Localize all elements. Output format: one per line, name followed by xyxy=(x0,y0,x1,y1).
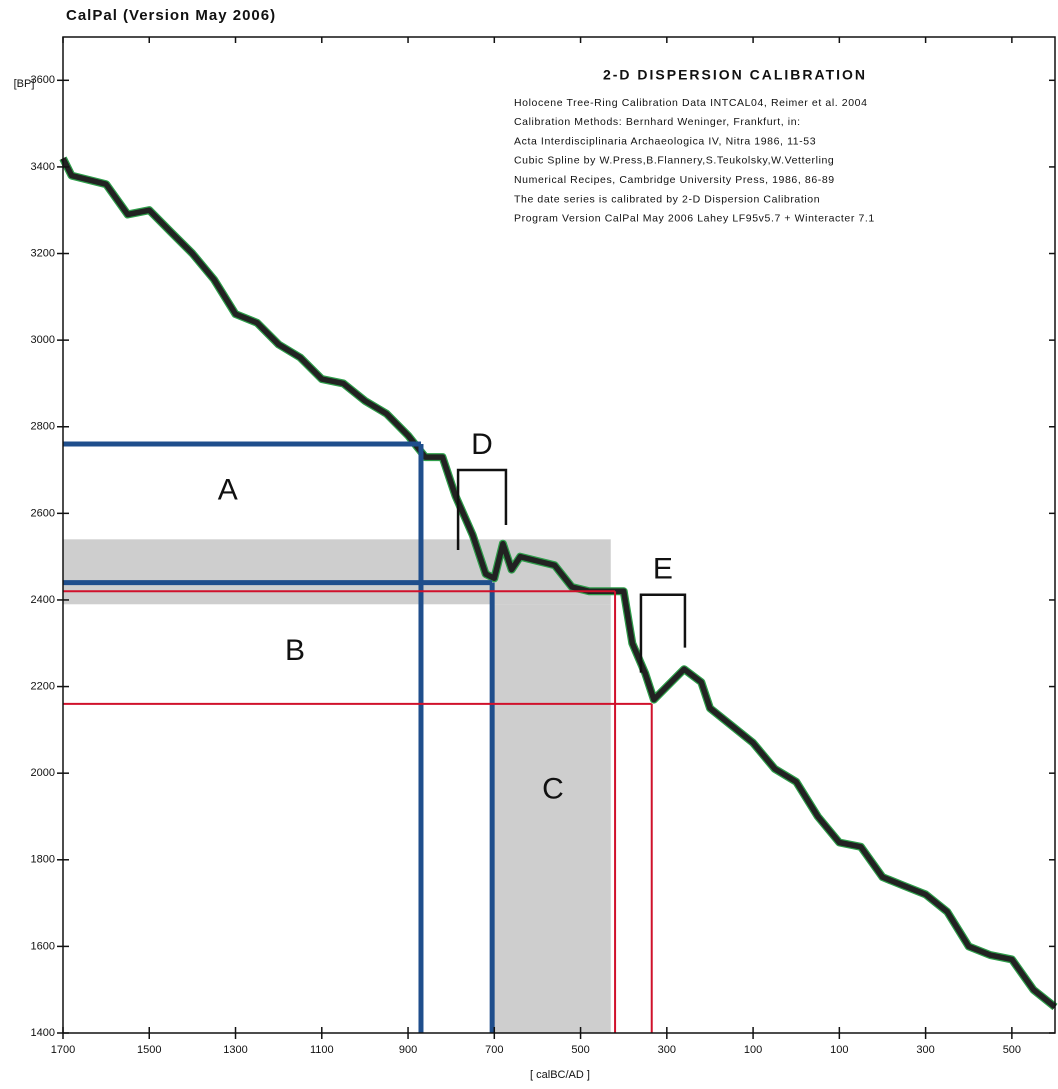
x-tick-label: 700 xyxy=(485,1044,503,1056)
x-tick-label: 300 xyxy=(916,1044,934,1056)
bracket xyxy=(639,593,687,673)
bracket xyxy=(456,468,508,551)
info-line: Holocene Tree-Ring Calibration Data INTC… xyxy=(514,97,868,109)
y-tick-label: 3000 xyxy=(31,334,55,346)
y-tick-label: 1600 xyxy=(31,940,55,952)
y-axis-label: [BP] xyxy=(14,78,35,90)
chart-title: 2-D DISPERSION CALIBRATION xyxy=(603,67,867,83)
y-tick-label: 2800 xyxy=(31,421,55,433)
x-tick-label: 500 xyxy=(1003,1044,1021,1056)
bracket-label: E xyxy=(653,553,673,586)
x-tick-label: 100 xyxy=(830,1044,848,1056)
x-tick-label: 1500 xyxy=(137,1044,161,1056)
plot-frame xyxy=(62,36,1056,1034)
curve xyxy=(60,157,1057,1010)
header: CalPal (Version May 2006) xyxy=(66,7,276,24)
annotation: B xyxy=(285,634,305,667)
info-line: The date series is calibrated by 2-D Dis… xyxy=(514,193,820,205)
y-tick-label: 2400 xyxy=(31,594,55,606)
y-tick-label: 2000 xyxy=(31,767,55,779)
x-tick-label: 100 xyxy=(744,1044,762,1056)
info-line: Acta Interdisciplinaria Archaeologica IV… xyxy=(514,135,816,147)
y-tick-label: 3400 xyxy=(31,161,55,173)
info-line: Cubic Spline by W.Press,B.Flannery,S.Teu… xyxy=(514,155,834,167)
y-tick-label: 2200 xyxy=(31,680,55,692)
band xyxy=(494,604,611,1033)
x-tick-label: 1700 xyxy=(51,1044,75,1056)
annotation: C xyxy=(542,772,564,805)
y-tick-label: 3600 xyxy=(31,74,55,86)
y-tick-label: 1400 xyxy=(31,1027,55,1039)
y-tick-label: 3200 xyxy=(31,247,55,259)
x-tick-label: 1100 xyxy=(310,1044,334,1056)
x-tick-label: 1300 xyxy=(223,1044,247,1056)
bracket-label: D xyxy=(471,428,493,461)
x-tick-label: 900 xyxy=(399,1044,417,1056)
band xyxy=(63,539,611,605)
y-tick-label: 1800 xyxy=(31,854,55,866)
x-tick-label: 300 xyxy=(658,1044,676,1056)
x-tick-label: 500 xyxy=(571,1044,589,1056)
info-line: Numerical Recipes, Cambridge University … xyxy=(514,174,835,186)
info-line: Program Version CalPal May 2006 Lahey LF… xyxy=(514,213,875,225)
x-axis-label: [ calBC/AD ] xyxy=(530,1069,590,1081)
info-line: Calibration Methods: Bernhard Weninger, … xyxy=(514,116,801,128)
y-tick-label: 2600 xyxy=(31,507,55,519)
annotation: A xyxy=(218,474,238,507)
